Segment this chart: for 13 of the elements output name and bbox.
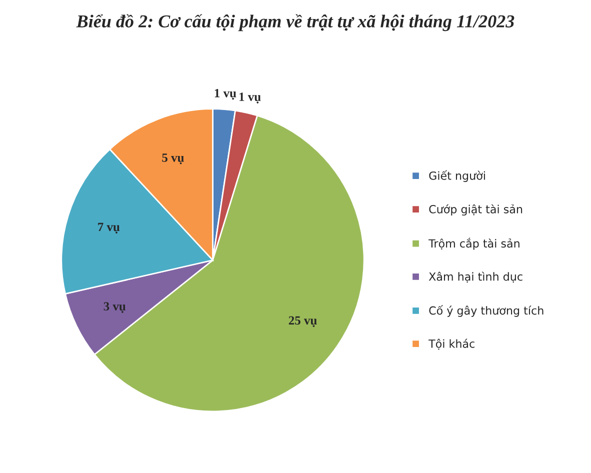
data-label: 3 vụ [104,302,126,313]
legend-label: Xâm hại tình dục [428,272,522,283]
data-label: 1 vụ [240,92,261,104]
legend-label: Trộm cắp tài sản [428,238,520,250]
chart-title: Biểu đồ 2: Cơ cấu tội phạm về trật tự xã hội tháng 11/2023 [76,14,514,32]
data-label: 5 vụ [162,154,184,164]
legend-label: Cố ý gây thương tích [429,305,544,317]
legend-label: Giết người [429,170,485,182]
legend-label: Tội khác [428,338,474,350]
data-label: 1 vụ [214,88,236,100]
data-label: 25 vụ [288,316,317,327]
data-label: 7 vụ [98,222,120,234]
legend-label: Cướp giật tài sản [429,204,522,216]
